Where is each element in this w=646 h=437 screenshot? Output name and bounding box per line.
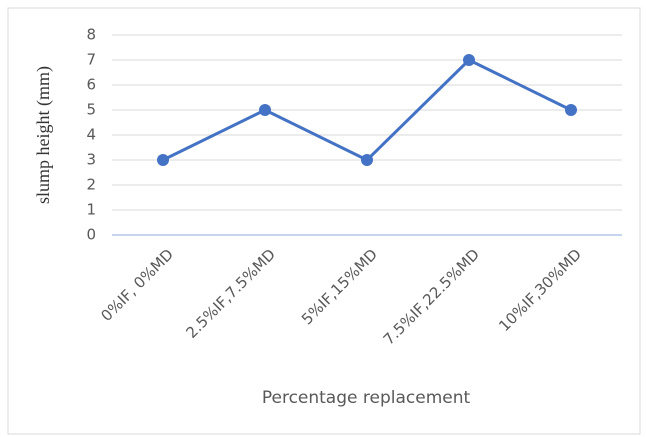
y-tick-label: 7	[86, 51, 96, 69]
y-axis-label: slump height (mm)	[33, 66, 54, 204]
marker	[361, 154, 373, 166]
y-tick-label: 8	[86, 26, 96, 44]
marker	[565, 104, 577, 116]
y-tick-label: 6	[86, 76, 96, 94]
marker	[463, 54, 475, 66]
y-tick-label: 2	[86, 176, 96, 194]
y-tick-label: 1	[86, 201, 96, 219]
y-tick-label: 5	[86, 101, 96, 119]
chart-border	[7, 7, 641, 435]
y-tick-label: 3	[86, 151, 96, 169]
x-axis-label: Percentage replacement	[262, 388, 471, 408]
y-tick-label: 0	[86, 226, 96, 244]
y-tick-label: 4	[86, 126, 96, 144]
marker	[259, 104, 271, 116]
marker	[157, 154, 169, 166]
